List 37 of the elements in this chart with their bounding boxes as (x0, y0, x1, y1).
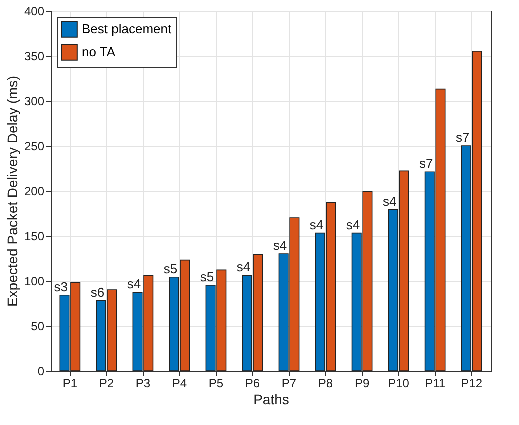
annotation: s7 (456, 130, 470, 145)
x-tick-label: P9 (354, 376, 370, 390)
x-tick-label: P5 (208, 376, 224, 390)
x-tick-label: P3 (136, 376, 151, 390)
y-tick-label: 100 (24, 274, 45, 288)
annotation: s7 (419, 156, 434, 172)
annotation: s4 (236, 260, 251, 275)
y-tick-label: 0 (38, 364, 45, 378)
x-tick-label: P6 (245, 376, 260, 390)
annotation: s4 (127, 276, 142, 292)
y-tick-label: 50 (31, 320, 45, 334)
y-axis-title: Expected Packet Delivery Delay (ms) (4, 76, 20, 308)
annotation: s4 (346, 217, 360, 232)
y-tick-label: 350 (24, 50, 45, 64)
y-tick-label: 300 (24, 94, 45, 108)
x-axis-title: Paths (254, 392, 290, 408)
annotation: s5 (200, 270, 214, 284)
annotation: s3 (54, 279, 68, 294)
y-tick-label: 400 (24, 4, 45, 18)
annotation: s4 (382, 194, 397, 209)
x-tick-label: P10 (388, 376, 410, 390)
x-tick-label: P1 (62, 376, 78, 390)
legend-label: no TA (82, 44, 116, 60)
x-tick-label: P8 (318, 376, 334, 390)
y-tick-label: 250 (24, 140, 45, 154)
x-tick-label: P11 (425, 376, 446, 390)
annotation: s4 (310, 217, 324, 232)
x-tick-label: P7 (282, 376, 297, 390)
y-tick-label: 200 (24, 184, 45, 198)
x-tick-label: P12 (461, 376, 483, 390)
annotation: s5 (164, 261, 178, 276)
x-tick-label: P2 (99, 376, 114, 390)
annotation: s4 (273, 238, 288, 253)
annotation: s6 (90, 284, 105, 300)
y-tick-label: 150 (24, 230, 45, 244)
x-tick-label: P4 (172, 376, 188, 390)
legend-label: Best placement (82, 22, 172, 36)
